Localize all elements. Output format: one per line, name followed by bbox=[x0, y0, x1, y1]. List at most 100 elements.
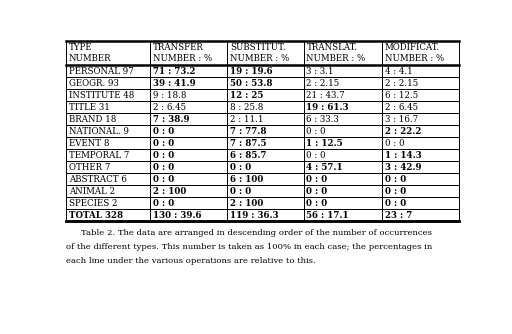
Text: 0 : 0: 0 : 0 bbox=[153, 127, 175, 136]
Bar bbox=[66, 185, 151, 197]
Bar bbox=[304, 197, 382, 209]
Text: 0 : 0: 0 : 0 bbox=[306, 151, 326, 160]
Text: 0 : 0: 0 : 0 bbox=[385, 139, 404, 148]
Text: TRANSFER
NUMBER : %: TRANSFER NUMBER : % bbox=[153, 43, 212, 63]
Bar bbox=[66, 77, 151, 90]
Bar bbox=[382, 209, 459, 221]
Text: 4 : 4.1: 4 : 4.1 bbox=[385, 67, 413, 76]
Bar bbox=[151, 102, 227, 113]
Bar bbox=[227, 90, 304, 102]
Bar bbox=[66, 137, 151, 149]
Text: of the different types. This number is taken as 100% in each case; the percentag: of the different types. This number is t… bbox=[66, 243, 432, 251]
Text: 19 : 19.6: 19 : 19.6 bbox=[230, 67, 272, 76]
Text: 0 : 0: 0 : 0 bbox=[230, 187, 251, 196]
Bar bbox=[304, 173, 382, 185]
Bar bbox=[151, 197, 227, 209]
Text: 0 : 0: 0 : 0 bbox=[153, 151, 175, 160]
Text: TOTAL 328: TOTAL 328 bbox=[69, 211, 123, 220]
Bar bbox=[304, 113, 382, 125]
Bar bbox=[227, 137, 304, 149]
Bar bbox=[227, 209, 304, 221]
Text: 6 : 33.3: 6 : 33.3 bbox=[306, 115, 339, 124]
Text: 2 : 6.45: 2 : 6.45 bbox=[385, 103, 418, 112]
Bar bbox=[382, 161, 459, 173]
Text: BRAND 18: BRAND 18 bbox=[69, 115, 116, 124]
Bar bbox=[66, 173, 151, 185]
Bar bbox=[227, 41, 304, 65]
Bar bbox=[151, 161, 227, 173]
Bar bbox=[382, 125, 459, 137]
Text: SUBSTITUT.
NUMBER : %: SUBSTITUT. NUMBER : % bbox=[230, 43, 289, 63]
Text: NATIONAL. 9: NATIONAL. 9 bbox=[69, 127, 129, 136]
Text: each line under the various operations are relative to this.: each line under the various operations a… bbox=[66, 258, 316, 266]
Bar bbox=[227, 102, 304, 113]
Bar bbox=[227, 197, 304, 209]
Text: 6 : 85.7: 6 : 85.7 bbox=[230, 151, 266, 160]
Bar bbox=[382, 197, 459, 209]
Bar bbox=[66, 161, 151, 173]
Text: 0 : 0: 0 : 0 bbox=[306, 127, 326, 136]
Text: 2 : 2.15: 2 : 2.15 bbox=[306, 79, 339, 88]
Bar bbox=[382, 113, 459, 125]
Bar bbox=[66, 65, 151, 77]
Bar bbox=[66, 90, 151, 102]
Text: ABSTRACT 6: ABSTRACT 6 bbox=[69, 175, 126, 184]
Bar bbox=[304, 125, 382, 137]
Text: PERSONAL 97: PERSONAL 97 bbox=[69, 67, 134, 76]
Text: 6 : 12.5: 6 : 12.5 bbox=[385, 91, 418, 100]
Bar bbox=[151, 113, 227, 125]
Bar bbox=[227, 125, 304, 137]
Text: 3 : 42.9: 3 : 42.9 bbox=[385, 163, 421, 172]
Text: 12 : 25: 12 : 25 bbox=[230, 91, 263, 100]
Text: TITLE 31: TITLE 31 bbox=[69, 103, 110, 112]
Bar bbox=[382, 149, 459, 161]
Bar bbox=[382, 173, 459, 185]
Text: 6 : 100: 6 : 100 bbox=[230, 175, 263, 184]
Text: 71 : 73.2: 71 : 73.2 bbox=[153, 67, 196, 76]
Text: 7 : 87.5: 7 : 87.5 bbox=[230, 139, 266, 148]
Text: 2 : 6.45: 2 : 6.45 bbox=[153, 103, 186, 112]
Text: 50 : 53.8: 50 : 53.8 bbox=[230, 79, 272, 88]
Text: 2 : 22.2: 2 : 22.2 bbox=[385, 127, 421, 136]
Bar bbox=[151, 173, 227, 185]
Text: 0 : 0: 0 : 0 bbox=[306, 199, 328, 208]
Text: 56 : 17.1: 56 : 17.1 bbox=[306, 211, 349, 220]
Text: 39 : 41.9: 39 : 41.9 bbox=[153, 79, 196, 88]
Bar bbox=[304, 65, 382, 77]
Text: 8 : 25.8: 8 : 25.8 bbox=[230, 103, 263, 112]
Bar bbox=[227, 65, 304, 77]
Bar bbox=[304, 137, 382, 149]
Bar bbox=[227, 173, 304, 185]
Text: 119 : 36.3: 119 : 36.3 bbox=[230, 211, 279, 220]
Bar bbox=[227, 149, 304, 161]
Text: GEOGR. 93: GEOGR. 93 bbox=[69, 79, 119, 88]
Text: 3 : 16.7: 3 : 16.7 bbox=[385, 115, 418, 124]
Text: 23 : 7: 23 : 7 bbox=[385, 211, 412, 220]
Bar bbox=[382, 102, 459, 113]
Text: 7 : 38.9: 7 : 38.9 bbox=[153, 115, 190, 124]
Text: 0 : 0: 0 : 0 bbox=[385, 175, 406, 184]
Text: 0 : 0: 0 : 0 bbox=[153, 139, 175, 148]
Bar bbox=[227, 77, 304, 90]
Text: MODIFICAT.
NUMBER : %: MODIFICAT. NUMBER : % bbox=[385, 43, 444, 63]
Bar bbox=[382, 185, 459, 197]
Bar bbox=[304, 149, 382, 161]
Text: 130 : 39.6: 130 : 39.6 bbox=[153, 211, 202, 220]
Bar bbox=[382, 77, 459, 90]
Text: OTHER 7: OTHER 7 bbox=[69, 163, 110, 172]
Text: 3 : 3.1: 3 : 3.1 bbox=[306, 67, 334, 76]
Text: 19 : 61.3: 19 : 61.3 bbox=[306, 103, 349, 112]
Bar bbox=[151, 77, 227, 90]
Bar bbox=[66, 197, 151, 209]
Bar bbox=[66, 41, 151, 65]
Text: INSTITUTE 48: INSTITUTE 48 bbox=[69, 91, 134, 100]
Bar bbox=[151, 209, 227, 221]
Bar bbox=[66, 209, 151, 221]
Text: EVENT 8: EVENT 8 bbox=[69, 139, 109, 148]
Bar bbox=[304, 209, 382, 221]
Text: ANIMAL 2: ANIMAL 2 bbox=[69, 187, 115, 196]
Text: 0 : 0: 0 : 0 bbox=[153, 175, 175, 184]
Bar bbox=[227, 113, 304, 125]
Bar bbox=[304, 185, 382, 197]
Text: 0 : 0: 0 : 0 bbox=[385, 199, 406, 208]
